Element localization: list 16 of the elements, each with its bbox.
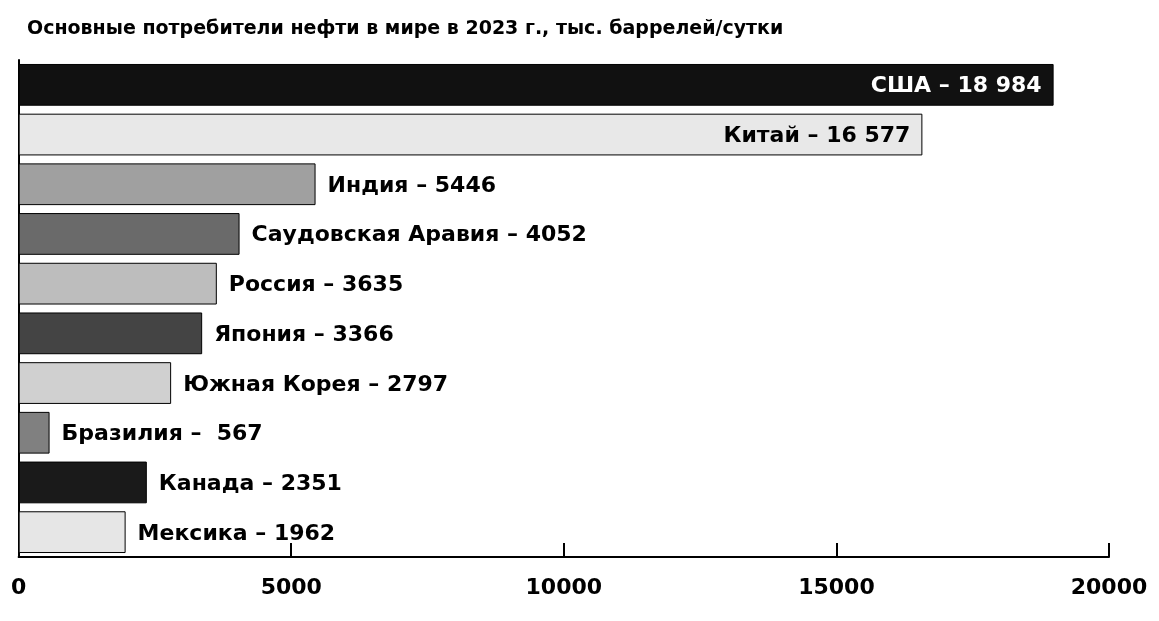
category-label: США – 18 984 [870,72,1042,98]
category-label: Индия – 5446 [327,171,497,197]
chart-title: Основные потребители нефти в мире в 2023 г., тыс. баррелей/сутки [27,15,784,38]
x-tick-label: 15000 [798,573,875,599]
x-tick-label: 20000 [1070,573,1148,599]
category-label: Бразилия – 567 [61,420,263,446]
category-label: Саудовская Аравия – 4052 [251,221,587,247]
x-tick-label: 10000 [525,573,603,599]
category-label: Канада – 2351 [158,469,342,495]
category-label: Россия – 3635 [228,271,404,297]
x-tick-label: 0 [11,573,27,599]
category-label: Япония – 3366 [214,320,394,346]
category-label: Мексика – 1962 [137,519,336,545]
category-label: Южная Корея – 2797 [183,370,449,396]
x-tick-label: 5000 [260,573,322,599]
category-label: Китай – 16 577 [723,122,911,148]
